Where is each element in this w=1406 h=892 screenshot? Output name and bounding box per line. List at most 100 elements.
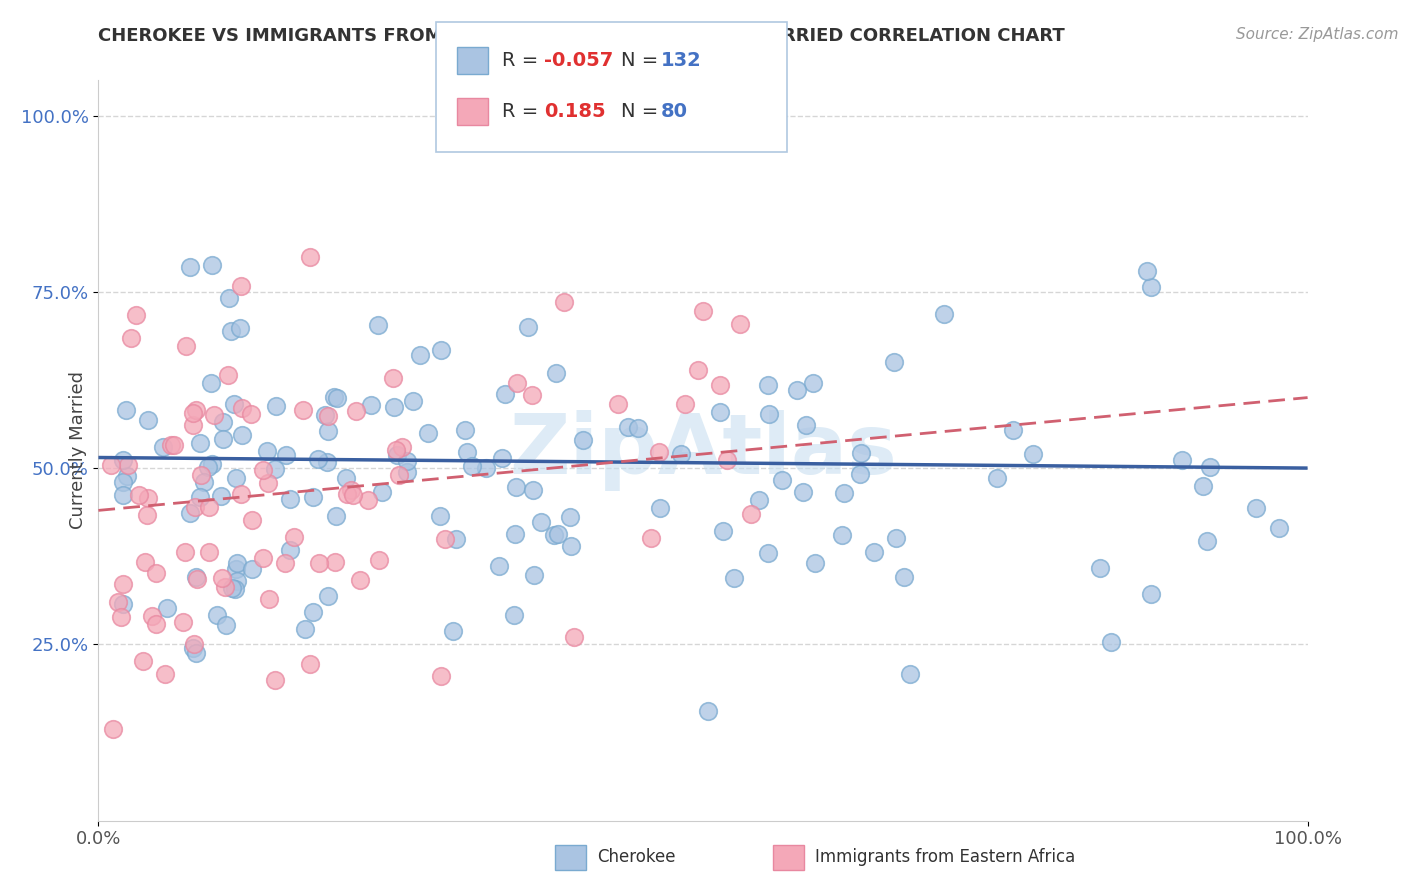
Point bbox=[325, 508, 347, 523]
Point bbox=[211, 571, 233, 585]
Point bbox=[607, 397, 630, 411]
Point bbox=[409, 348, 432, 362]
Point bbox=[792, 484, 814, 499]
Point bbox=[770, 473, 793, 487]
Y-axis label: Currently Married: Currently Married bbox=[69, 371, 87, 530]
Point bbox=[193, 475, 215, 489]
Point bbox=[173, 545, 195, 559]
Point bbox=[256, 444, 278, 458]
Point bbox=[264, 673, 287, 687]
Point bbox=[299, 251, 322, 265]
Point bbox=[115, 469, 138, 483]
Point bbox=[239, 407, 262, 421]
Point bbox=[316, 589, 339, 603]
Point bbox=[264, 462, 287, 476]
Point bbox=[494, 386, 516, 401]
Point bbox=[152, 440, 174, 454]
Point bbox=[893, 570, 915, 584]
Point bbox=[488, 559, 510, 574]
Point bbox=[198, 500, 221, 514]
Point bbox=[124, 308, 146, 322]
Point bbox=[1171, 453, 1194, 467]
Point bbox=[395, 465, 418, 479]
Point bbox=[709, 377, 731, 392]
Point bbox=[110, 609, 132, 624]
Point bbox=[673, 397, 696, 411]
Point bbox=[181, 640, 204, 655]
Point bbox=[344, 403, 367, 417]
Point bbox=[219, 324, 242, 338]
Point bbox=[434, 533, 457, 547]
Point bbox=[385, 443, 408, 458]
Point bbox=[100, 458, 122, 472]
Point bbox=[283, 530, 305, 544]
Point bbox=[197, 459, 219, 474]
Point bbox=[274, 448, 297, 462]
Point bbox=[505, 481, 527, 495]
Point bbox=[257, 592, 280, 607]
Point bbox=[326, 391, 349, 405]
Point bbox=[240, 562, 263, 576]
Point bbox=[758, 546, 780, 560]
Point bbox=[231, 401, 253, 415]
Point bbox=[723, 571, 745, 585]
Point bbox=[315, 408, 337, 422]
Point bbox=[155, 666, 177, 681]
Point bbox=[209, 489, 232, 503]
Point bbox=[231, 428, 253, 442]
Point bbox=[111, 475, 134, 490]
Point bbox=[184, 403, 207, 417]
Point bbox=[553, 294, 575, 309]
Point bbox=[212, 432, 235, 446]
Point bbox=[571, 434, 593, 448]
Point bbox=[711, 524, 734, 538]
Point bbox=[1192, 479, 1215, 493]
Text: Immigrants from Eastern Africa: Immigrants from Eastern Africa bbox=[815, 848, 1076, 866]
Point bbox=[517, 320, 540, 334]
Point bbox=[627, 421, 650, 435]
Point bbox=[934, 308, 956, 322]
Text: Cherokee: Cherokee bbox=[598, 848, 676, 866]
Point bbox=[202, 408, 225, 422]
Point bbox=[111, 453, 134, 467]
Point bbox=[430, 669, 453, 683]
Point bbox=[803, 556, 825, 570]
Point bbox=[188, 490, 211, 504]
Text: CHEROKEE VS IMMIGRANTS FROM EASTERN AFRICA CURRENTLY MARRIED CORRELATION CHART: CHEROKEE VS IMMIGRANTS FROM EASTERN AFRI… bbox=[98, 27, 1066, 45]
Point bbox=[648, 501, 671, 516]
Point bbox=[111, 488, 134, 502]
Point bbox=[560, 510, 582, 524]
Point bbox=[730, 317, 752, 331]
Point bbox=[201, 258, 224, 272]
Point bbox=[547, 527, 569, 541]
Point bbox=[316, 455, 339, 469]
Text: 80: 80 bbox=[661, 102, 688, 121]
Point bbox=[884, 531, 907, 545]
Point bbox=[360, 398, 382, 412]
Point bbox=[349, 573, 371, 587]
Point bbox=[1022, 447, 1045, 461]
Point bbox=[302, 490, 325, 504]
Point bbox=[335, 471, 357, 485]
Point bbox=[229, 321, 252, 335]
Point bbox=[278, 491, 301, 506]
Point bbox=[1195, 533, 1218, 548]
Point bbox=[274, 556, 297, 570]
Point bbox=[136, 412, 159, 426]
Point bbox=[111, 597, 134, 611]
Point bbox=[224, 582, 246, 596]
Point bbox=[145, 616, 167, 631]
Point bbox=[849, 446, 872, 460]
Point bbox=[225, 562, 247, 576]
Point bbox=[1199, 460, 1222, 475]
Point bbox=[391, 440, 413, 454]
Point bbox=[523, 568, 546, 582]
Point bbox=[560, 539, 582, 553]
Point bbox=[159, 438, 181, 452]
Point bbox=[692, 304, 714, 318]
Point bbox=[299, 657, 322, 671]
Point bbox=[190, 468, 212, 483]
Point bbox=[128, 488, 150, 502]
Point bbox=[225, 556, 247, 570]
Point bbox=[198, 544, 221, 558]
